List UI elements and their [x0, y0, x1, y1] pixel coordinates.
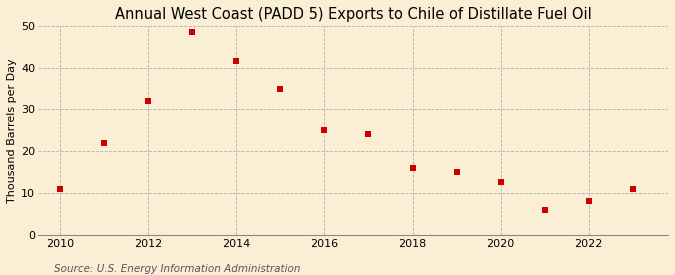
Title: Annual West Coast (PADD 5) Exports to Chile of Distillate Fuel Oil: Annual West Coast (PADD 5) Exports to Ch…: [115, 7, 591, 22]
Point: [451, 170, 462, 174]
Y-axis label: Thousand Barrels per Day: Thousand Barrels per Day: [7, 58, 17, 203]
Point: [583, 199, 594, 204]
Text: Source: U.S. Energy Information Administration: Source: U.S. Energy Information Administ…: [54, 264, 300, 274]
Point: [231, 59, 242, 64]
Point: [539, 207, 550, 212]
Point: [187, 30, 198, 34]
Point: [142, 99, 153, 103]
Point: [407, 166, 418, 170]
Point: [275, 86, 286, 91]
Point: [627, 186, 638, 191]
Point: [55, 186, 65, 191]
Point: [495, 180, 506, 185]
Point: [363, 132, 374, 137]
Point: [319, 128, 330, 133]
Point: [99, 141, 109, 145]
